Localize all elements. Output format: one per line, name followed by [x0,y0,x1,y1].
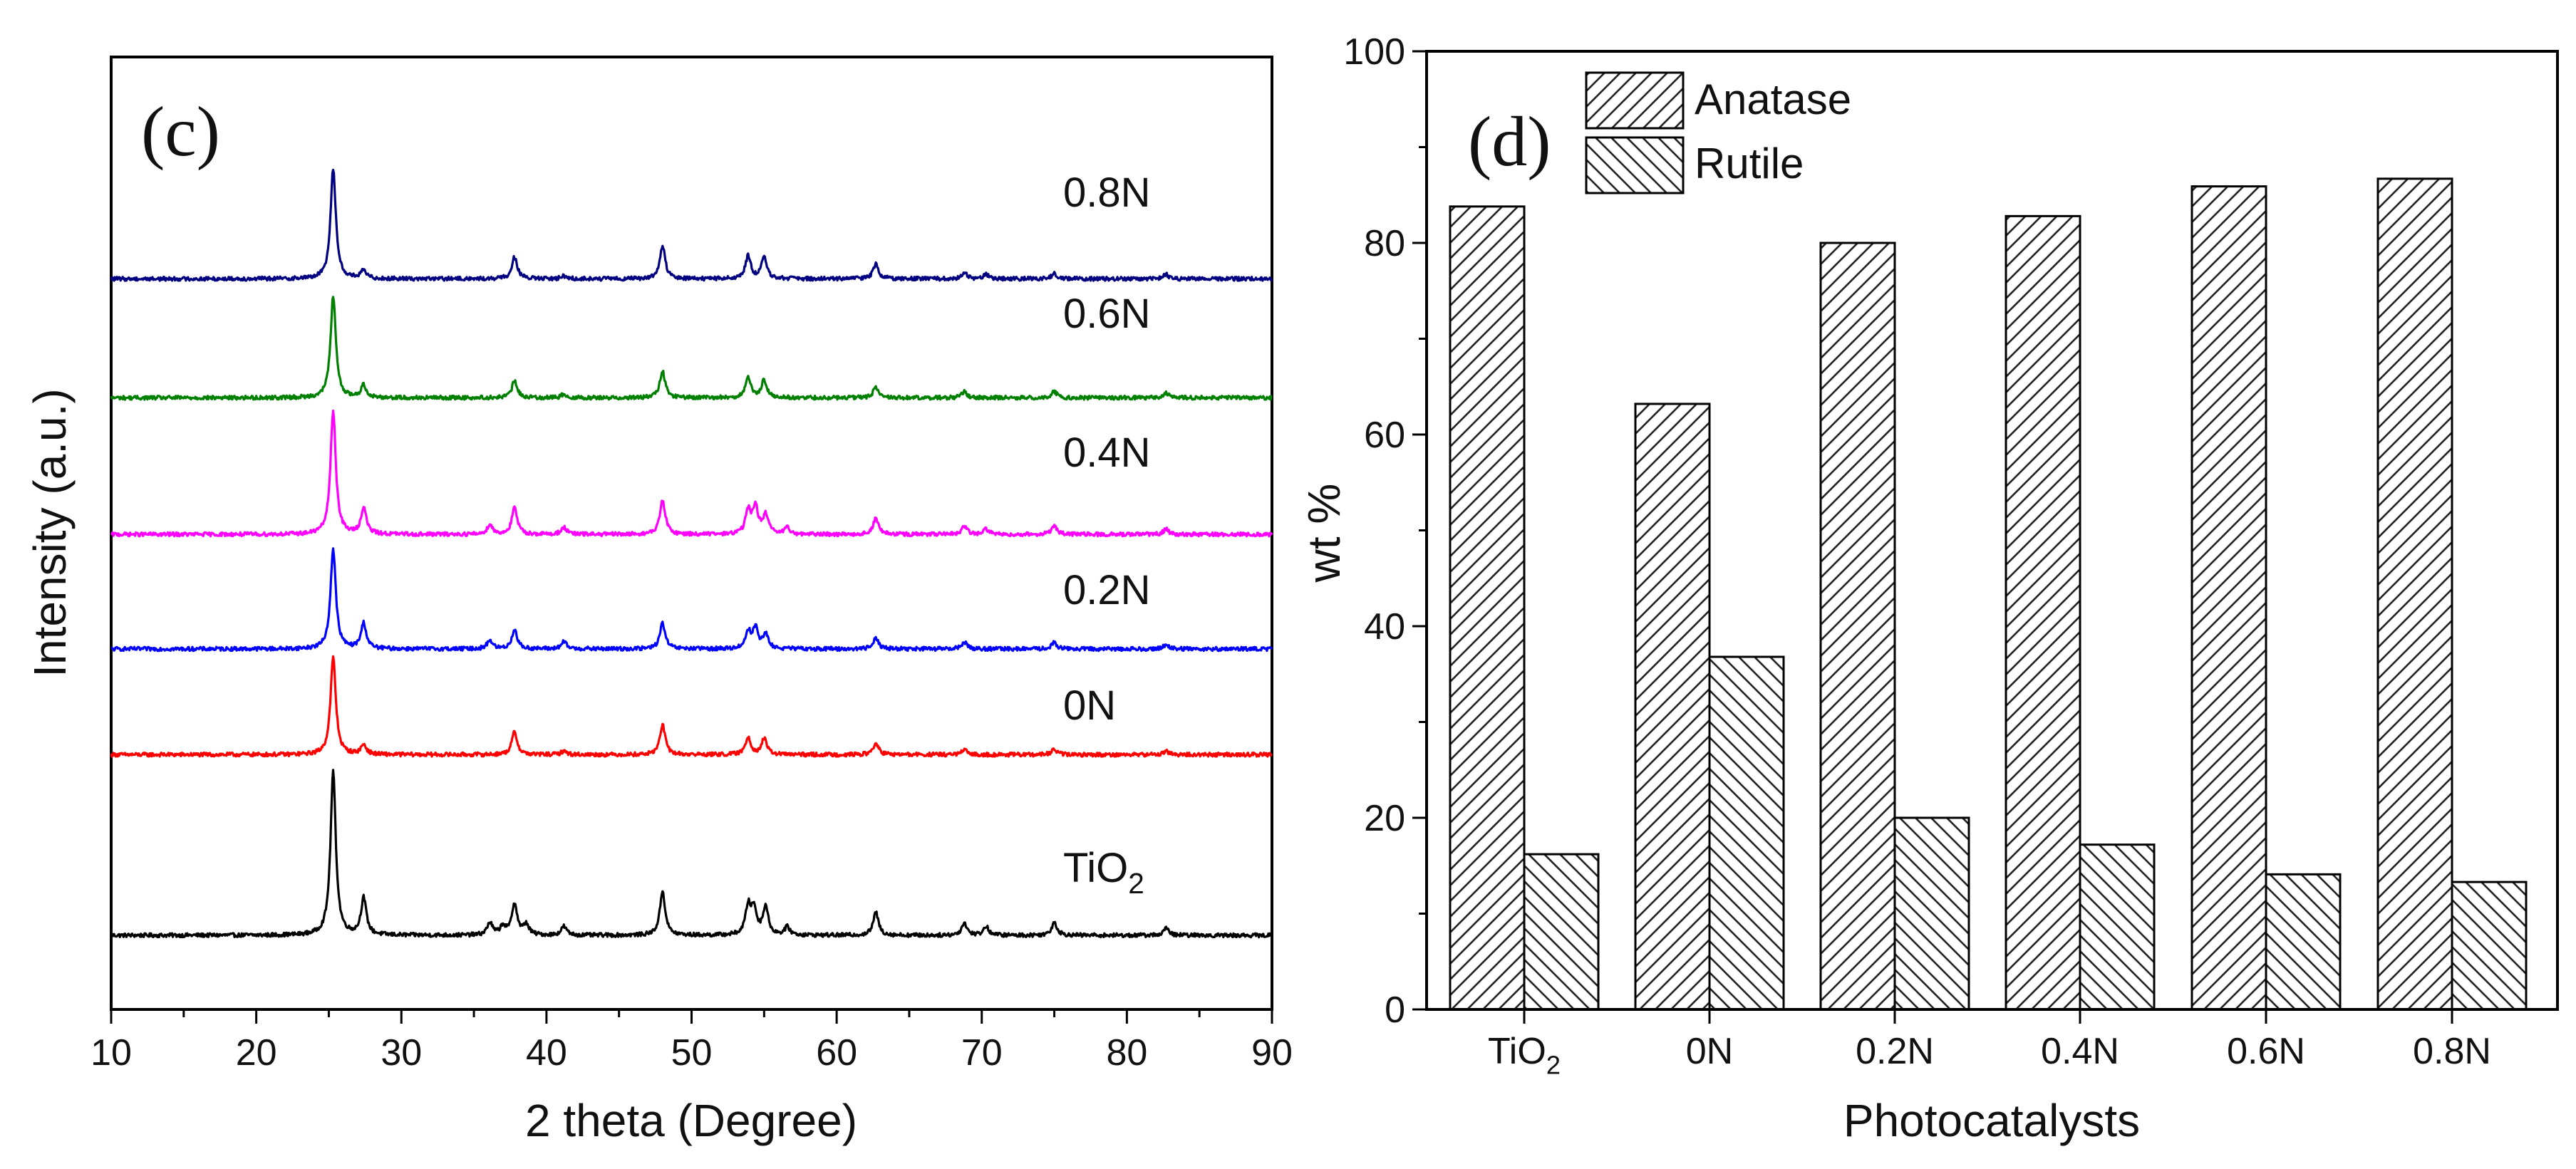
xrd-series-line-0N [110,655,1273,758]
phase-legend: Anatase Rutile [1585,71,1851,194]
phase-x-tick-label-main: 0N [1686,1031,1733,1072]
phase-x-axis-label: Photocatalysts [1843,1095,2140,1146]
xrd-series-label-main: TiO [1063,845,1128,891]
xrd-series-label-main: 0.4N [1063,430,1151,476]
bar-anatase-04N [2005,214,2081,1011]
phase-x-axis-tick-labels: TiO2 0N 0.2N 0.4N 0.6N 0.8N [1488,1031,2491,1080]
phase-panel-label: (d) [1468,102,1551,181]
xrd-series-line-04N [110,409,1273,538]
xrd-series-label: TiO2 [1063,845,1144,900]
xrd-x-axis-tick-labels: 10 20 30 40 50 60 70 80 90 [90,1032,1293,1074]
bar-anatase-TiO2 [1449,205,1526,1011]
xrd-panel: 10 20 30 40 50 60 70 80 90 TiO2 0N 0.2N 0.4N 0.6N 0.8… [24,56,1293,1146]
phase-x-tick-label-main: TiO [1488,1031,1546,1072]
phase-x-tick-label: 0.2N [1856,1031,1934,1072]
legend-label-anatase: Anatase [1695,76,1851,123]
bar-rutile-0N [1708,655,1785,1011]
xrd-series-label-main: 0.2N [1063,567,1151,613]
xrd-x-tick-label: 40 [526,1032,567,1074]
phase-y-tick-label: 20 [1364,798,1405,839]
xrd-series-group [110,168,1273,939]
phase-x-tick-label-main: 0.4N [2041,1031,2119,1072]
bar-anatase-06N [2190,185,2267,1011]
phase-y-tick-label: 100 [1343,31,1405,73]
xrd-y-axis-label: Intensity (a.u.) [24,388,76,677]
phase-x-tick-label-subscript: 2 [1546,1051,1561,1080]
xrd-series-line-02N [110,547,1273,653]
xrd-series-label-main: 0.6N [1063,291,1151,337]
bar-rutile-06N [2265,873,2342,1011]
bar-rutile-04N [2079,843,2156,1011]
bar-rutile-02N [1893,816,1970,1011]
xrd-x-tick-label: 20 [236,1032,277,1074]
xrd-panel-label: (c) [141,92,220,171]
phase-y-axis-ticks [1412,50,1427,1011]
xrd-x-axis-ticks [110,1009,1273,1024]
legend-label-rutile: Rutile [1695,140,1804,187]
legend-swatch-rutile [1585,136,1685,194]
phase-x-tick-label-main: 0.6N [2227,1031,2305,1072]
phase-x-tick-label: 0.6N [2227,1031,2305,1072]
xrd-series-line-06N [110,296,1273,401]
phase-x-axis-ticks [1523,1009,2453,1024]
phase-x-tick-label: 0.4N [2041,1031,2119,1072]
xrd-series-label-main: 0N [1063,682,1116,729]
bar-anatase-02N [1819,241,1896,1011]
xrd-x-tick-label: 50 [671,1032,713,1074]
phase-x-tick-label-main: 0.2N [1856,1031,1934,1072]
phase-y-tick-label: 0 [1385,989,1405,1031]
xrd-series-label: 0.2N [1063,567,1151,613]
phase-y-axis-tick-labels: 0 20 40 60 80 100 [1343,31,1405,1031]
xrd-series-label: 0N [1063,682,1116,729]
phase-x-tick-label: TiO2 [1488,1031,1561,1080]
xrd-x-axis-label: 2 theta (Degree) [525,1095,857,1146]
legend-swatch-anatase [1585,71,1685,130]
bar-anatase-0N [1634,402,1711,1011]
phase-x-tick-label: 0N [1686,1031,1733,1072]
phase-bars-group [1449,177,2528,1011]
xrd-x-tick-label: 70 [961,1032,1003,1074]
bar-rutile-08N [2451,880,2528,1011]
phase-x-tick-label: 0.8N [2413,1031,2491,1072]
xrd-series-line-08N [110,168,1273,282]
phase-y-axis-label: wt % [1298,484,1350,583]
bar-rutile-TiO2 [1523,853,1600,1011]
xrd-x-tick-label: 10 [90,1032,132,1074]
xrd-series-label-subscript: 2 [1128,867,1144,900]
xrd-x-tick-label: 90 [1251,1032,1293,1074]
xrd-series-labels: TiO2 0N 0.2N 0.4N 0.6N 0.8N [1063,170,1151,900]
xrd-series-label: 0.4N [1063,430,1151,476]
bar-anatase-08N [2376,177,2453,1011]
xrd-series-label: 0.8N [1063,170,1151,216]
phase-y-tick-label: 80 [1364,223,1405,264]
xrd-x-tick-label: 30 [381,1032,422,1074]
xrd-x-tick-label: 80 [1106,1032,1147,1074]
phase-y-tick-label: 40 [1364,606,1405,648]
xrd-series-label-main: 0.8N [1063,170,1151,216]
xrd-series-line-TiO2 [110,769,1273,939]
xrd-series-label: 0.6N [1063,291,1151,337]
phase-x-tick-label-main: 0.8N [2413,1031,2491,1072]
phase-y-tick-label: 60 [1364,415,1405,456]
xrd-x-tick-label: 60 [816,1032,857,1074]
